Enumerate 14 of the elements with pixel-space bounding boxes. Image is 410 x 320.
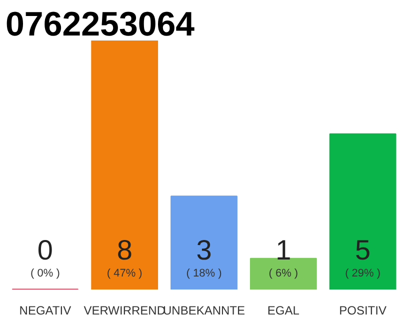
annotation: ( 0% ) [30, 268, 60, 280]
data-label: 5 [355, 234, 371, 266]
annotation: ( 29% ) [345, 268, 381, 280]
annotation: ( 6% ) [268, 268, 298, 280]
data-label: 3 [196, 234, 212, 266]
x-tick-label: EGAL [267, 304, 300, 318]
x-tick-label: POSITIV [339, 304, 386, 318]
data-label: 1 [276, 234, 292, 266]
chart-title: 0762253064 [6, 6, 195, 44]
annotation: ( 18% ) [186, 268, 222, 280]
data-label: 8 [116, 234, 132, 266]
data-label: 0 [37, 234, 53, 266]
x-tick-label: NEGATIV [19, 304, 72, 318]
annotation: ( 47% ) [106, 268, 142, 280]
